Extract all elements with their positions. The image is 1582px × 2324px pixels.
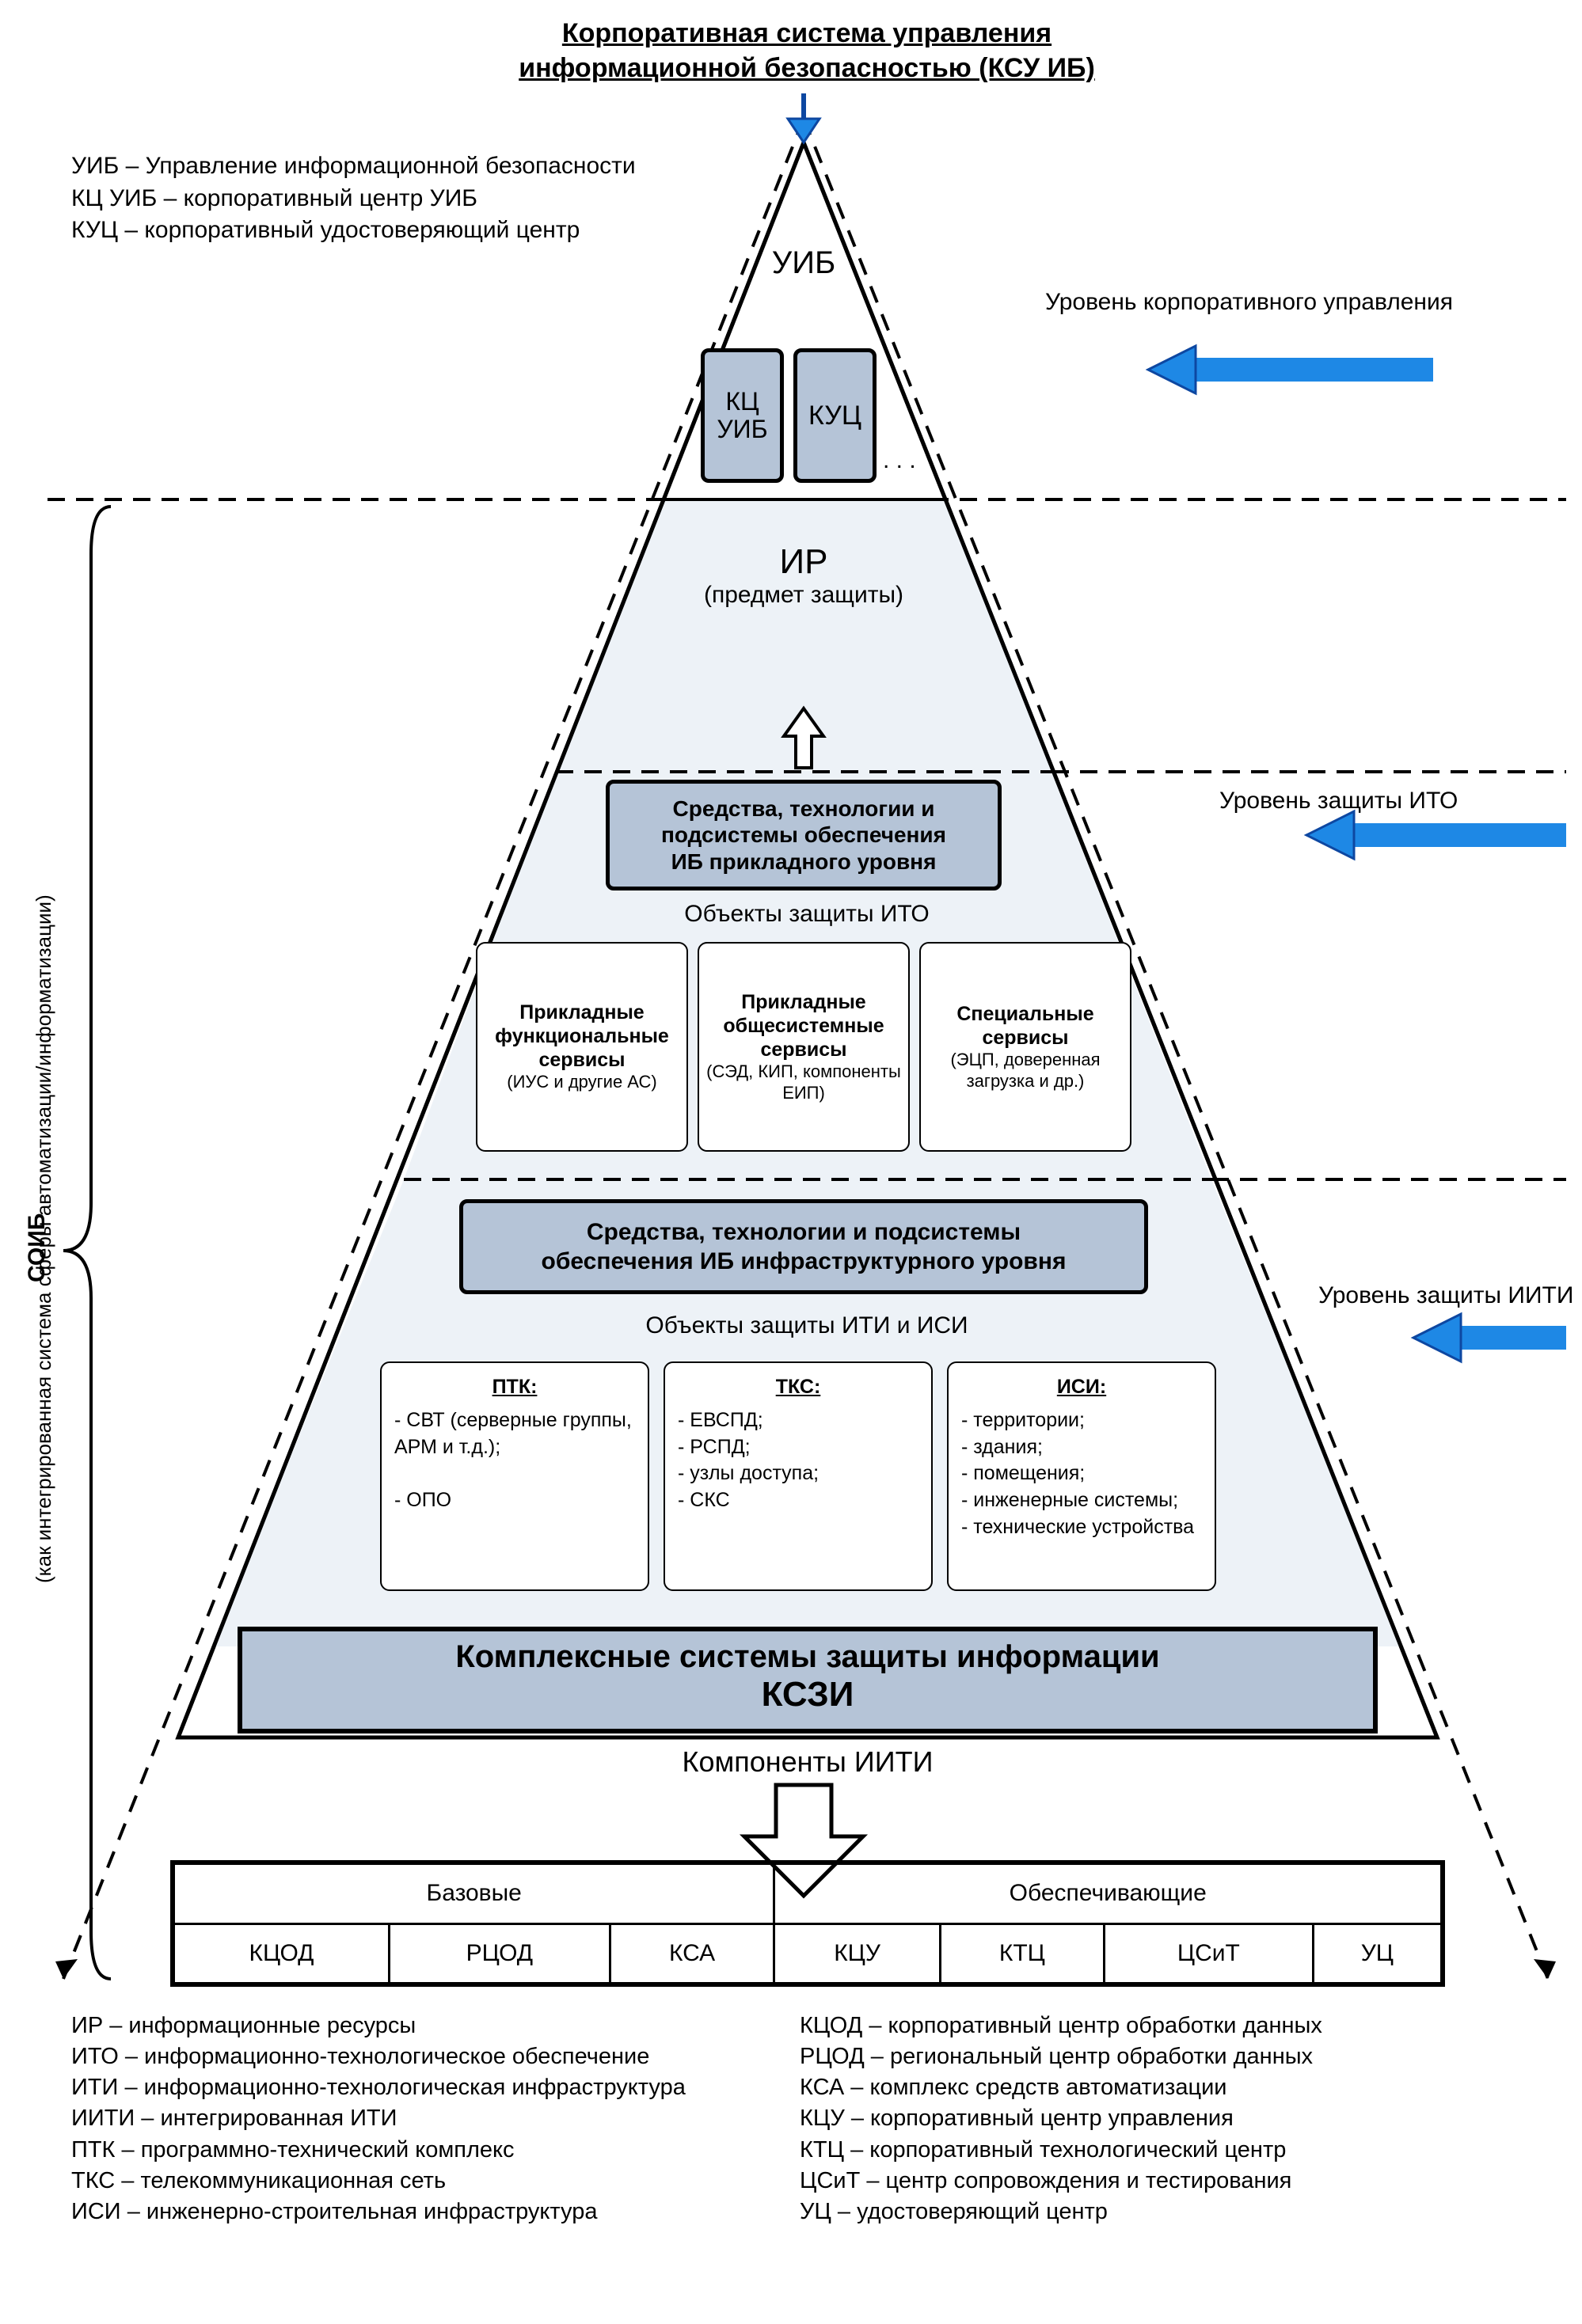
table-cell: КСА [610,1923,774,1984]
tier3-cards: Прикладные функциональные сервисы (ИУС и… [475,942,1132,1152]
table-cell: КЦОД [174,1923,390,1984]
level-corp-label: Уровень корпоративного управления [1045,289,1453,316]
tier4-obj-label: Объекты защиты ИТИ и ИСИ [16,1312,1582,1339]
table-group-header: Базовые [174,1864,774,1924]
kuc-label: КУЦ [808,401,861,431]
top-legend: УИБ – Управление информационной безопасн… [71,150,636,247]
hollow-arrow-up-icon [784,708,823,768]
kc-uib-l2: УИБ [717,416,767,443]
legend-line: КЦ УИБ – корпоративный центр УИБ [71,183,636,215]
blue-arrow-left-icon [1148,346,1433,393]
legend-line: КУЦ – корпоративный удостоверяющий центр [71,215,636,247]
soib-side-bold: СОИБ [24,1213,51,1282]
components-label: Компоненты ИИТИ [570,1745,1045,1779]
tier1-dots: . . . [883,447,916,474]
table-cell: УЦ [1313,1923,1441,1984]
kc-uib-box: КЦ УИБ [701,348,784,483]
bottom-legend-right: КЦОД – корпоративный центр обработки дан… [800,2011,1481,2227]
tier4-blue-box: Средства, технологии и подсистемы обеспе… [459,1199,1148,1294]
tier3-blue-box: Средства, технологии и подсистемы обеспе… [606,780,1002,890]
tier4-cards: ПТК: - СВТ (серверные группы, АРМ и т.д.… [380,1361,1216,1591]
ir-l1: ИР [649,542,958,582]
table-cell: ЦСиТ [1105,1923,1314,1984]
kszi-box: Комплексные системы защиты информации КС… [238,1627,1378,1734]
bottom-legend: ИР – информационные ресурсы ИТО – информ… [71,2011,1481,2227]
bottom-legend-left: ИР – информационные ресурсы ИТО – информ… [71,2011,752,2227]
tier3-card: Специальные сервисы (ЭЦП, доверенная заг… [919,942,1131,1152]
title-line1: Корпоративная система управления [562,18,1051,48]
ir-block: ИР (предмет защиты) [649,542,958,609]
kc-uib-l1: КЦ [725,388,759,416]
ir-l2: (предмет защиты) [649,582,958,609]
tier3-card: Прикладные общесистемные сервисы (СЭД, К… [698,942,910,1152]
arrow-down-icon [788,93,820,142]
kuc-box: КУЦ [793,348,877,483]
diagram-page: Корпоративная система управления информа… [16,16,1582,2308]
tier4-card-isi: ИСИ: - территории; - здания; - помещения… [947,1361,1216,1591]
table-group-header: Обеспечивающие [774,1864,1442,1924]
level-iiti-label: Уровень защиты ИИТИ [1318,1282,1573,1309]
uib-label: УИБ [724,245,883,281]
tier3-card: Прикладные функциональные сервисы (ИУС и… [476,942,688,1152]
title-line2: информационной безопасностью (КСУ ИБ) [519,53,1095,83]
table-cell: РЦОД [389,1923,610,1984]
tier4-card-ptk: ПТК: - СВТ (серверные группы, АРМ и т.д.… [380,1361,649,1591]
table-cell: КЦУ [774,1923,940,1984]
tier3-obj-label: Объекты защиты ИТО [16,901,1582,928]
components-table: Базовые Обеспечивающие КЦОД РЦОД КСА КЦУ… [170,1860,1445,1987]
tier4-card-tks: ТКС: - ЕВСПД; - РСПД; - узлы доступа; - … [664,1361,933,1591]
table-cell: КТЦ [940,1923,1104,1984]
page-title: Корпоративная система управления информа… [16,16,1582,85]
level-ito-label: Уровень защиты ИТО [1219,788,1458,815]
legend-line: УИБ – Управление информационной безопасн… [71,150,636,183]
blue-arrow-left-icon [1306,811,1566,859]
